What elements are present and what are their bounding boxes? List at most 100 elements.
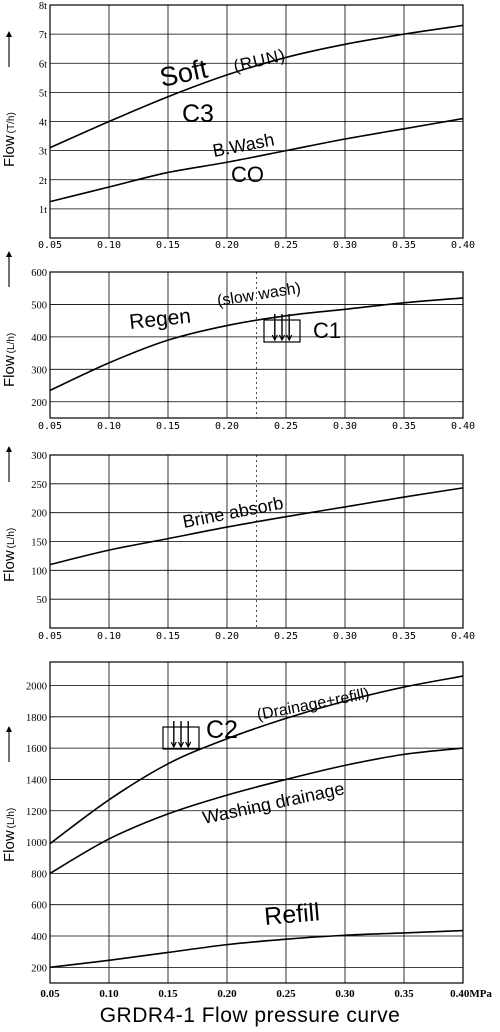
y-axis-unit: (L/h) [6, 333, 17, 354]
series-line-washing-drainage [49, 747, 464, 875]
y-tick-label: 150 [31, 538, 47, 549]
label-drainage-refill: (Drainage+refill) [256, 685, 371, 723]
x-tick-label: 0.10 [99, 988, 119, 1000]
figure-title: GRDR4-1 Flow pressure curve [99, 1004, 401, 1027]
plot-frame [49, 4, 464, 239]
x-tick-label: 0.30 [333, 631, 357, 642]
x-tick-label: 0.30 [333, 240, 357, 251]
y-tick-label: 400 [31, 932, 47, 943]
y-tick-label: 200 [31, 398, 47, 409]
x-tick-label: 0.40 [451, 421, 475, 432]
y-axis-unit: (L/h) [6, 528, 17, 549]
y-tick-label: 1800 [26, 713, 47, 724]
y-axis-unit: (L/h) [6, 808, 17, 829]
x-tick-label: 0.35 [394, 988, 414, 1000]
label-co: CO [231, 162, 264, 187]
label-run: (RUN) [232, 45, 288, 75]
x-tick-label: 0.25 [274, 240, 298, 251]
y-axis-arrowhead [6, 726, 12, 732]
x-tick-label: 0.25 [274, 421, 298, 432]
series-line-b-wash [49, 117, 464, 203]
label-c1: C1 [313, 318, 341, 343]
x-tick-label: 0.15 [156, 240, 180, 251]
plot-frame [49, 271, 464, 419]
y-tick-label: 200 [31, 963, 47, 974]
y-axis-title: Flow [1, 550, 18, 582]
y-tick-label: 2000 [26, 681, 47, 692]
x-tick-label: 0.05 [38, 240, 62, 251]
x-tick-label: 0.20 [215, 240, 239, 251]
y-tick-label: 3t [39, 147, 47, 158]
label-refill: Refill [263, 898, 321, 931]
y-tick-label: 400 [31, 333, 47, 344]
y-tick-label: 1600 [26, 744, 47, 755]
label-bwash: B.Wash [211, 129, 276, 161]
y-axis-arrowhead [6, 446, 12, 452]
series-line-c2-drainage-refill [49, 675, 464, 845]
y-tick-label: 6t [39, 59, 47, 70]
x-tick-label: 0.25 [274, 631, 298, 642]
y-tick-label: 50 [37, 595, 48, 606]
y-tick-label: 600 [31, 268, 47, 279]
svg-text:Flow(T/h): Flow (T/h) [1, 112, 18, 167]
x-tick-label: 0.05 [40, 988, 60, 1000]
y-tick-label: 5t [39, 88, 47, 99]
y-axis-label: Flow (T/h) [1, 31, 18, 167]
y-axis-label: Flow(L/h) [1, 726, 18, 862]
y-axis-arrowhead [6, 31, 12, 37]
label-c3: C3 [182, 100, 214, 128]
label-c2: C2 [206, 716, 238, 744]
x-tick-label: 0.30 [335, 988, 355, 1000]
y-axis-label: Flow(L/h) [1, 251, 18, 387]
x-tick-label: 0.15 [156, 421, 180, 432]
y-tick-label: 300 [31, 451, 47, 462]
y-tick-label: 100 [31, 566, 47, 577]
x-tick-label: 0.40 [451, 631, 475, 642]
y-axis-arrowhead [6, 251, 12, 257]
plot-frame [49, 454, 464, 629]
x-tick-label: 0.05 [38, 421, 62, 432]
series-line-soft-run [49, 24, 464, 149]
y-tick-label: 8t [39, 1, 47, 12]
x-tick-label: 0.20 [215, 421, 239, 432]
y-axis-title: Flow [1, 135, 18, 167]
x-tick-label: 0.10 [97, 240, 121, 251]
y-tick-label: 800 [31, 869, 47, 880]
svg-text:Flow(L/h): Flow(L/h) [1, 333, 18, 387]
x-tick-label: 0.35 [392, 421, 416, 432]
svg-text:Flow(L/h): Flow(L/h) [1, 528, 18, 582]
label-soft: Soft [157, 53, 211, 92]
y-tick-label: 200 [31, 509, 47, 520]
valve-pictogram-icon [162, 721, 200, 750]
x-tick-label: 0.15 [156, 631, 180, 642]
x-tick-label: 0.25 [276, 988, 296, 1000]
y-tick-label: 1t [39, 205, 47, 216]
y-tick-label: 1200 [26, 807, 47, 818]
y-tick-label: 1000 [26, 838, 47, 849]
x-tick-label: 0.35 [392, 631, 416, 642]
series-line-refill [49, 929, 464, 969]
x-tick-label: 0.10 [97, 421, 121, 432]
x-tick-label: 0.20 [217, 988, 237, 1000]
y-axis-unit: (T/h) [6, 112, 17, 133]
label-washing-drainage: Washing drainage [201, 778, 346, 828]
svg-text:Flow(L/h): Flow(L/h) [1, 808, 18, 862]
y-axis-label: Flow(L/h) [1, 446, 18, 582]
y-axis-title: Flow [1, 830, 18, 862]
chart-panel-2: 200 300 400 500 600 0.05 0.10 0.15 0.20 0.25 0.30 0… [1, 251, 475, 432]
label-slow-wash: (slow wash) [216, 280, 302, 310]
y-tick-label: 4t [39, 118, 47, 129]
plot-frame [49, 661, 464, 984]
series-line-regen-slow-wash [49, 297, 464, 392]
y-tick-label: 2t [39, 176, 47, 187]
x-tick-label: 0.20 [215, 631, 239, 642]
y-tick-label: 300 [31, 365, 47, 376]
y-tick-label: 600 [31, 901, 47, 912]
x-tick-label: 0.05 [38, 631, 62, 642]
series-line-brine-absorb [49, 487, 464, 566]
x-tick-label: 0.35 [392, 240, 416, 251]
x-tick-label: 0.15 [158, 988, 178, 1000]
label-regen: Regen [128, 305, 192, 334]
chart-panel-3: 50 100 150 200 250 300 0.05 0.10 0.15 0.20 0.25 0.3… [1, 446, 475, 642]
x-tick-label: 0.30 [333, 421, 357, 432]
